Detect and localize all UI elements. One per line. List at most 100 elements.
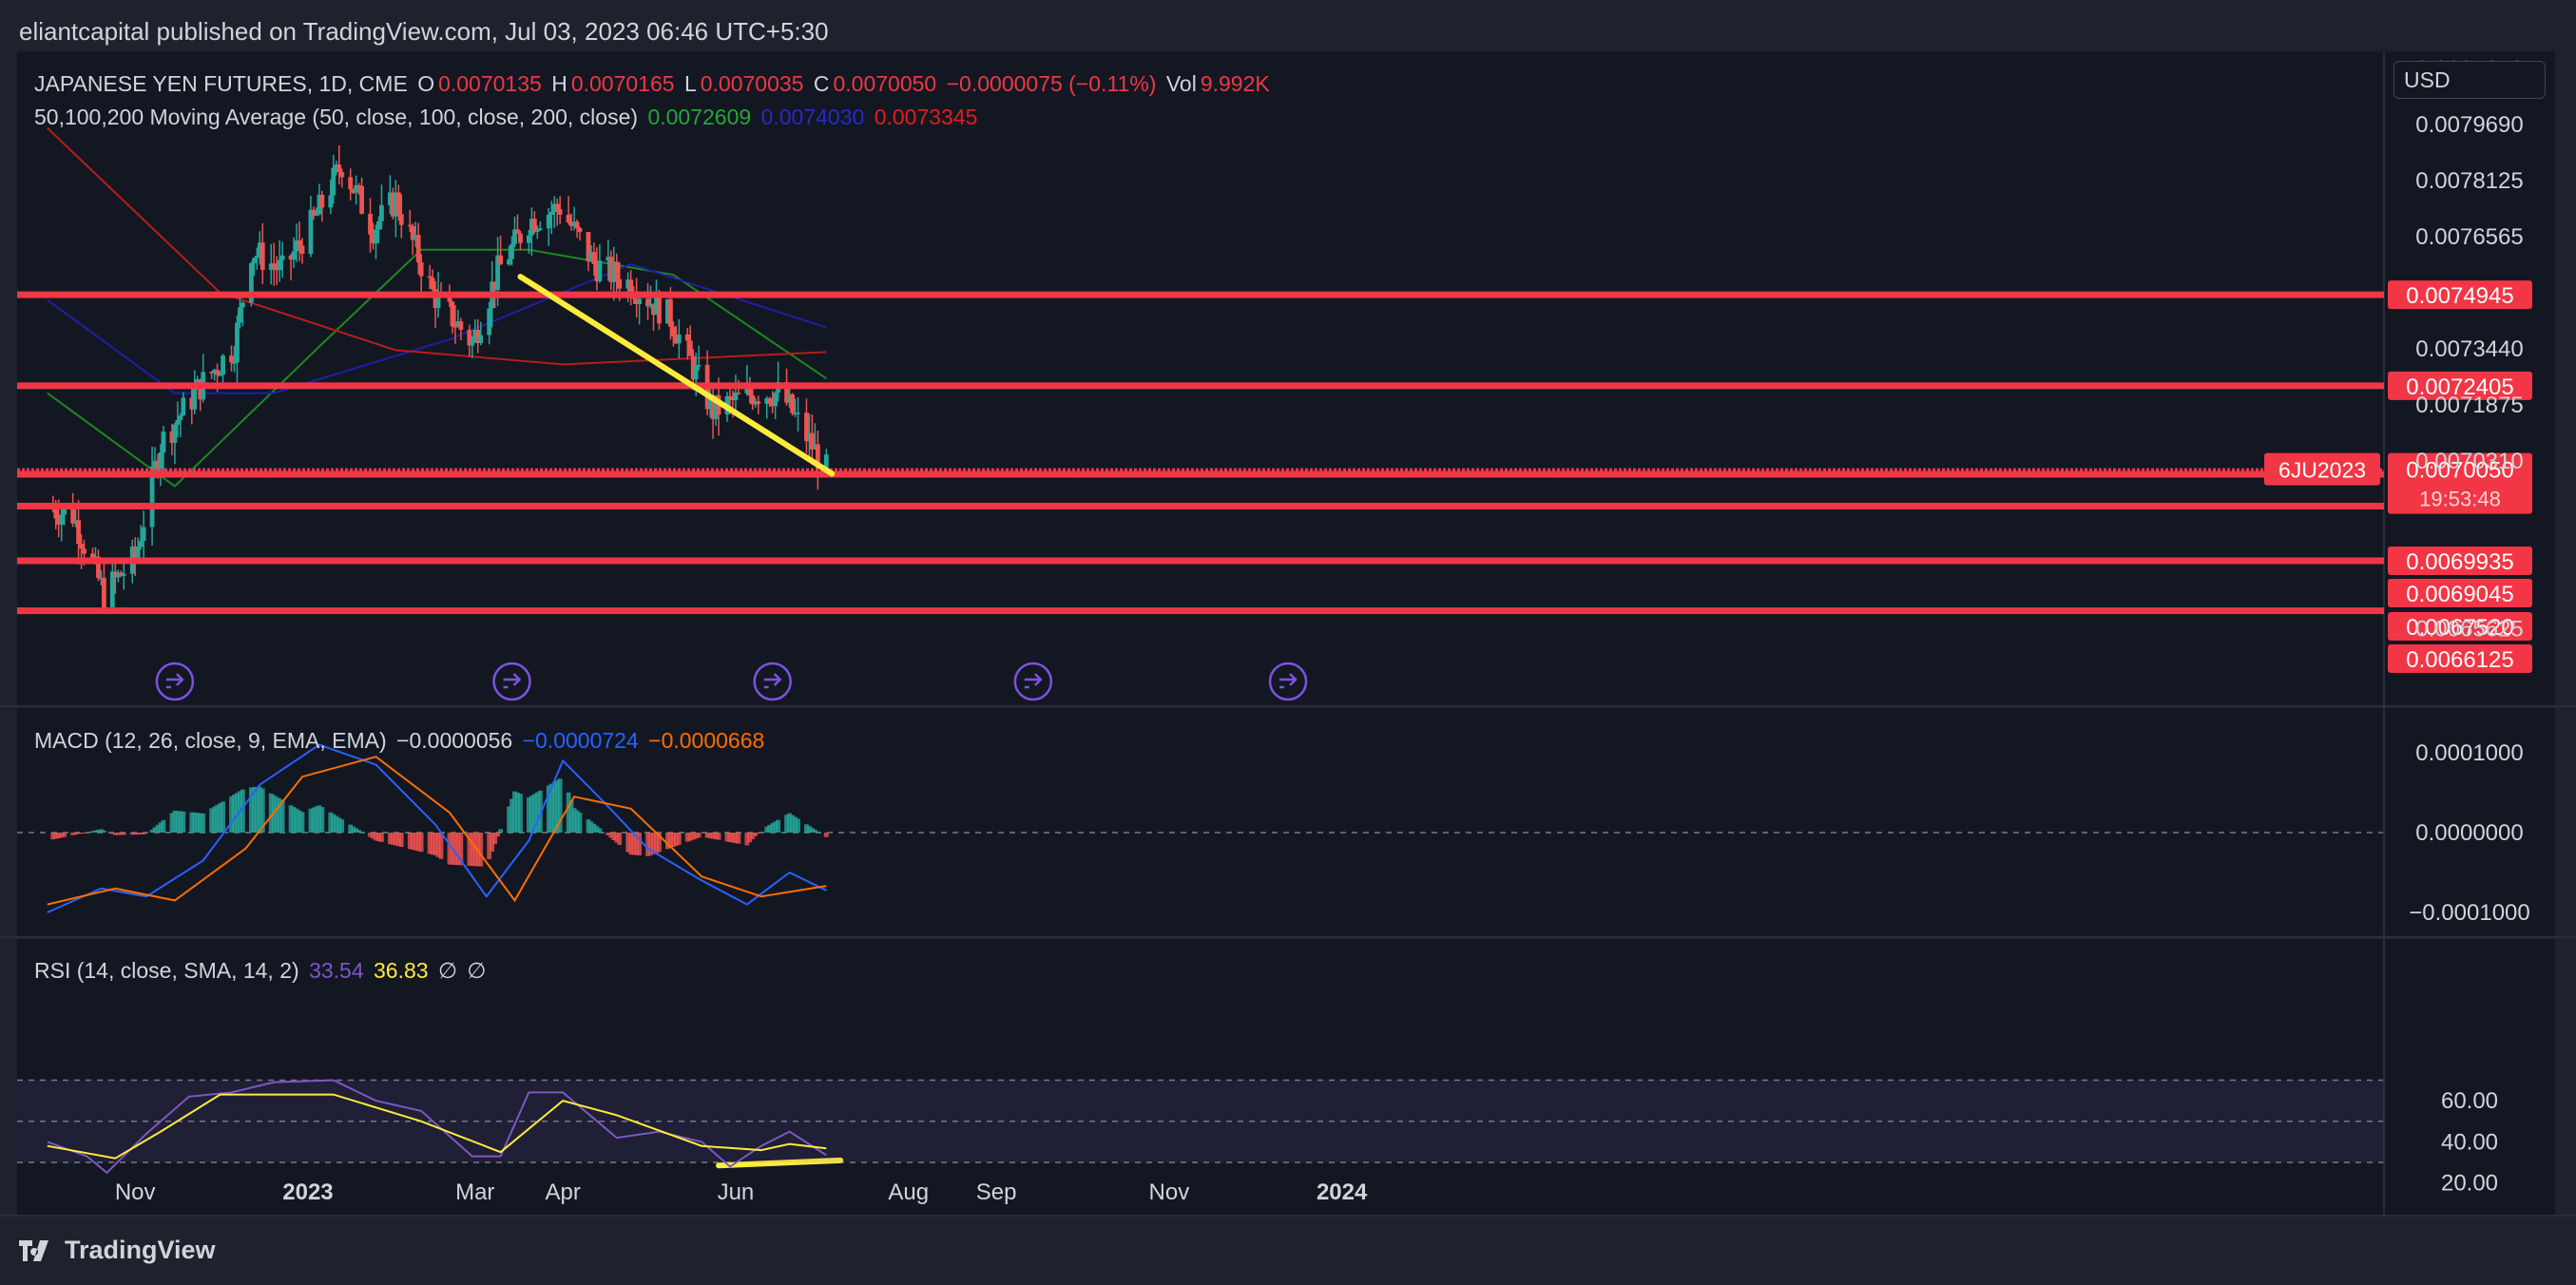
candle-body — [807, 432, 812, 442]
candle-body — [215, 370, 220, 375]
candle-body — [529, 219, 534, 236]
candle-body — [507, 259, 511, 265]
macd-hist-bar — [515, 792, 520, 833]
candle-body — [608, 257, 614, 282]
x-tick-label: 2024 — [1317, 1180, 1368, 1205]
macd-hist-bar — [534, 792, 540, 833]
event-markers — [155, 662, 1308, 701]
macd-hist-bar — [637, 833, 643, 855]
candle-body — [354, 184, 359, 193]
candle-body — [670, 326, 676, 336]
candle-body — [90, 553, 95, 560]
macd-hist-bar — [334, 815, 339, 833]
candle-body — [279, 255, 285, 260]
macd-hist-bar — [645, 833, 650, 856]
level-label-bg — [2388, 579, 2532, 607]
macd-hist-bar — [764, 826, 770, 833]
x-tick-label: Sep — [976, 1180, 1017, 1205]
candle-body — [823, 454, 829, 470]
macd-hist-bar — [433, 833, 438, 855]
macd-hist-bar — [490, 833, 495, 853]
macd-line — [47, 743, 827, 913]
macd-hist-bar — [458, 833, 464, 866]
macd-hist-bar — [611, 833, 617, 840]
macd-hist-bar — [648, 833, 653, 855]
macd-hist-bar — [348, 824, 354, 833]
macd-hist-bar — [724, 833, 730, 842]
candle-body — [512, 229, 517, 245]
macd-hist-bar — [181, 811, 186, 833]
candle-body — [551, 203, 557, 213]
trendlines — [517, 274, 844, 1169]
macd-hist-bar — [415, 833, 421, 852]
macd-hist-bar — [135, 833, 141, 835]
candle-body — [155, 460, 161, 471]
macd-hist-bar — [527, 797, 531, 833]
candle-body — [238, 307, 242, 323]
candle-body — [557, 209, 563, 215]
macd-hist-bar — [495, 833, 501, 837]
macd-hist-bar — [317, 805, 322, 833]
macd-hist-bar — [670, 833, 676, 848]
candle-body — [790, 393, 795, 413]
macd-hist-bar — [215, 804, 220, 833]
volume-value: 9.992K — [1200, 71, 1270, 96]
macd-hist-bar — [435, 833, 441, 857]
macd-plot — [47, 743, 829, 913]
candle-body — [458, 321, 464, 331]
candle-body — [359, 185, 364, 214]
macd-hist-bar — [112, 833, 118, 835]
macd-hist-bar — [478, 833, 484, 867]
macd-hist-bar — [770, 823, 776, 833]
open-value: 0.0070135 — [438, 71, 542, 96]
macd-hist-bar — [387, 833, 393, 845]
macd-hist-bar — [710, 833, 716, 839]
candle-body — [76, 520, 81, 545]
candle-body — [319, 194, 325, 208]
currency-button[interactable]: USD — [2393, 61, 2546, 99]
open-label: O — [417, 71, 435, 96]
price-pane-bg — [17, 51, 2555, 705]
macd-hist-bar — [810, 828, 815, 833]
grid — [0, 51, 2576, 1217]
candle-body — [452, 326, 458, 328]
candle-body — [793, 412, 798, 414]
macd-hist-bar — [512, 791, 517, 833]
macd-hist-bar — [693, 833, 699, 839]
macd-hist-bar — [756, 833, 761, 834]
candle-body — [311, 209, 317, 216]
horizontal-levels: 0.0074945 0.0072405 0.0069935 0.0069045 0.00… — [17, 280, 2532, 673]
macd-hist-bar — [374, 833, 378, 841]
candle-body — [317, 194, 322, 215]
macd-line-value: −0.0000724 — [522, 728, 639, 753]
ma100-value: 0.0074030 — [760, 105, 865, 129]
macd-hist-bar — [447, 833, 452, 865]
macd-hist-bar — [625, 833, 631, 853]
macd-hist-bar — [687, 833, 693, 841]
macd-hist-bar — [331, 814, 336, 833]
candle-body — [331, 167, 336, 196]
macd-tick-label: −0.0001000 — [2409, 900, 2529, 926]
macd-hist-bar — [807, 826, 812, 833]
macd-hist-bar — [676, 833, 682, 845]
candle-body — [257, 242, 262, 256]
rsi-divergence-line — [716, 1157, 844, 1169]
level-label-bg — [2388, 280, 2532, 310]
rsi-ma-line — [47, 1093, 827, 1160]
candle-body — [657, 293, 662, 324]
candle-body — [804, 412, 809, 442]
macd-legend: MACD (12, 26, close, 9, EMA, EMA) −0.000… — [34, 728, 768, 754]
candle-body — [654, 293, 659, 316]
macd-hist-value: −0.0000056 — [396, 728, 513, 753]
candle-body — [121, 573, 126, 576]
macd-hist-bar — [155, 824, 161, 833]
macd-hist-bar — [291, 807, 297, 833]
candle-body — [53, 509, 59, 519]
candle-body — [339, 172, 345, 178]
candle-body — [299, 245, 305, 255]
candle-body — [288, 255, 294, 260]
candle-body — [637, 298, 643, 304]
macd-hist-bar — [594, 826, 600, 833]
candle-body — [221, 355, 225, 375]
candle-body — [645, 298, 650, 307]
